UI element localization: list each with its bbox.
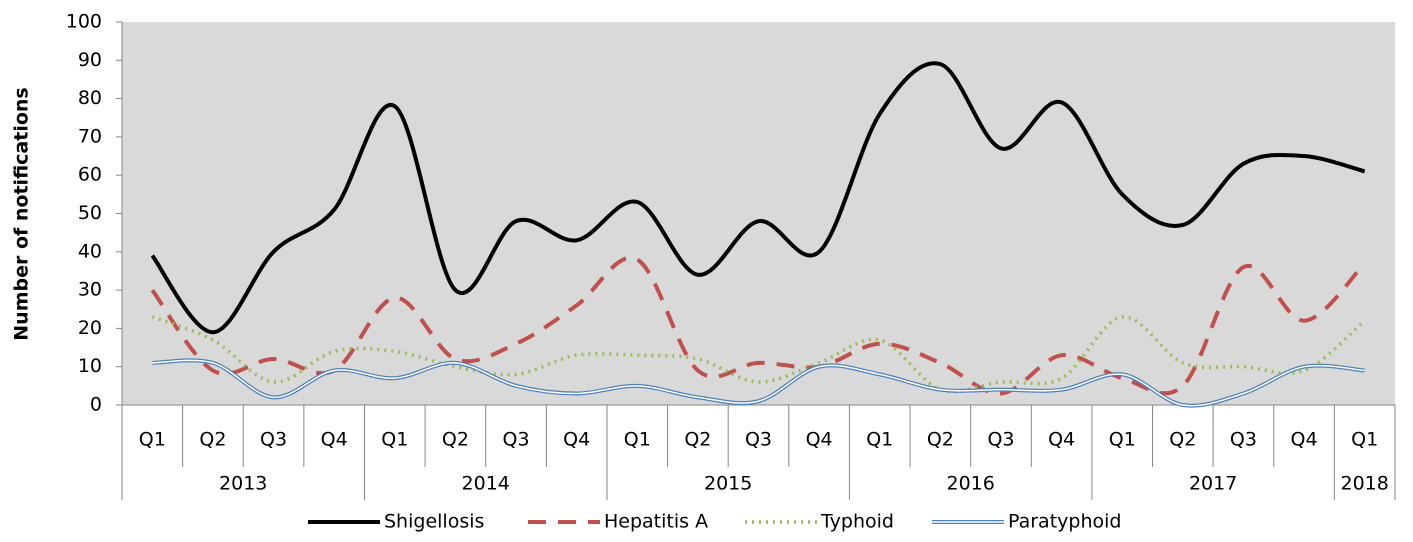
x-tick-label: Q2 [442,429,469,451]
y-tick-label: 90 [78,49,102,71]
x-group-label: 2016 [946,473,994,495]
legend-label: Typhoid [820,511,894,533]
y-tick-label: 40 [78,240,102,262]
x-tick-label: Q3 [987,429,1014,451]
legend-label: Hepatitis A [604,511,708,533]
y-tick-label: 60 [78,164,102,186]
x-tick-label: Q1 [624,429,651,451]
x-group-label: 2014 [462,473,510,495]
series-line [150,255,1367,396]
x-group-label: 2018 [1341,473,1389,495]
series-line [151,315,1366,394]
x-tick-label: Q3 [503,429,530,451]
x-tick-label: Q4 [1291,429,1318,451]
y-tick-label: 100 [66,11,102,33]
x-group-label: 2017 [1189,473,1237,495]
legend-label: Shigellosis [384,511,484,533]
legend-label: Paratyphoid [1008,511,1121,533]
x-tick-label: Q1 [1351,429,1378,451]
y-tick-label: 70 [78,125,102,147]
x-group-label: 2013 [219,473,267,495]
x-tick-label: Q2 [199,429,226,451]
x-tick-label: Q3 [745,429,772,451]
y-axis-label: Number of notifications [11,87,33,340]
x-tick-label: Q3 [1230,429,1257,451]
x-group-label: 2015 [704,473,752,495]
x-tick-label: Q2 [684,429,711,451]
x-tick-label: Q4 [321,429,348,451]
y-tick-label: 50 [78,202,102,224]
series-line-inner [152,359,1365,407]
x-tick-label: Q3 [260,429,287,451]
plot-area [122,22,1395,405]
y-tick-label: 0 [90,394,102,416]
x-tick-label: Q4 [1048,429,1075,451]
x-tick-label: Q4 [806,429,833,451]
x-tick-label: Q4 [563,429,590,451]
x-tick-label: Q1 [866,429,893,451]
x-tick-label: Q2 [927,429,954,451]
y-tick-label: 30 [78,279,102,301]
x-tick-label: Q1 [139,429,166,451]
x-tick-label: Q1 [381,429,408,451]
y-tick-label: 80 [78,87,102,109]
y-tick-label: 20 [78,317,102,339]
x-tick-label: Q1 [1109,429,1136,451]
y-tick-label: 10 [78,355,102,377]
x-tick-label: Q2 [1169,429,1196,451]
series-line [150,61,1366,335]
